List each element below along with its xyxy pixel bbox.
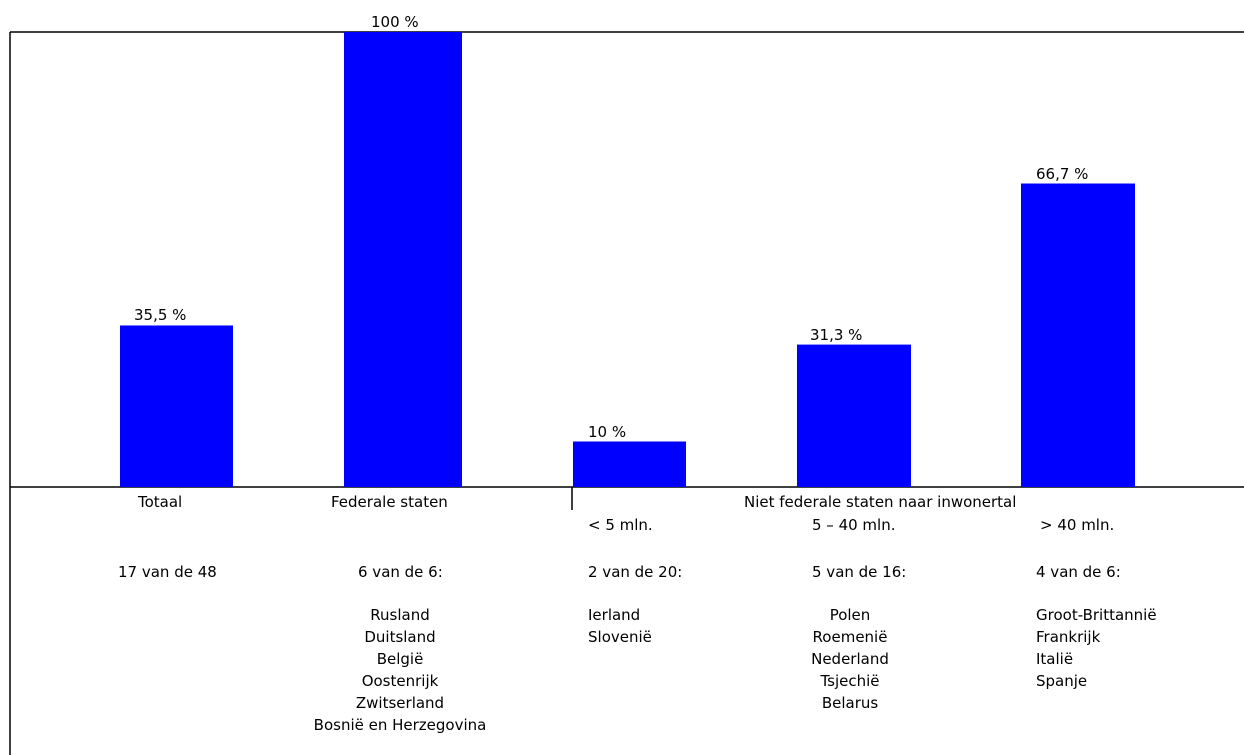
country-list-large: Groot-Brittannië Frankrijk Italië Spanje xyxy=(1036,604,1157,692)
bar-5 xyxy=(1021,183,1135,487)
bar-2 xyxy=(344,32,462,487)
count-totaal: 17 van de 48 xyxy=(118,563,217,581)
bar-1 xyxy=(120,325,233,487)
country-item: Frankrijk xyxy=(1036,628,1101,646)
country-item: Groot-Brittannië xyxy=(1036,606,1157,624)
country-item: Spanje xyxy=(1036,672,1088,690)
bar-3 xyxy=(573,441,686,487)
category-label-small: < 5 mln. xyxy=(588,516,653,534)
bar-value-label: 31,3 % xyxy=(810,325,863,344)
country-list-medium: Polen Roemenië Nederland Tsjechië Belaru… xyxy=(780,604,920,714)
country-item: Nederland xyxy=(811,650,889,668)
count-federale: 6 van de 6: xyxy=(358,563,443,581)
bar-value-label: 10 % xyxy=(588,422,627,441)
category-label-large: > 40 mln. xyxy=(1040,516,1115,534)
country-list-small: Ierland Slovenië xyxy=(588,604,652,648)
count-medium: 5 van de 16: xyxy=(812,563,907,581)
count-small: 2 van de 20: xyxy=(588,563,683,581)
bar-value-label: 100 % xyxy=(371,13,419,31)
country-item: Bosnië en Herzegovina xyxy=(313,716,487,734)
country-item: Roemenië xyxy=(812,628,888,646)
bar-4 xyxy=(797,344,911,487)
count-large: 4 van de 6: xyxy=(1036,563,1121,581)
country-item: Tsjechië xyxy=(820,672,880,690)
country-item: Belarus xyxy=(821,694,879,712)
country-item: Italië xyxy=(1036,650,1074,668)
country-item: Slovenië xyxy=(588,628,652,646)
country-item: België xyxy=(376,650,424,668)
group-label-niet-federale: Niet federale staten naar inwonertal xyxy=(744,493,1017,511)
category-label-federale-staten: Federale staten xyxy=(331,493,448,511)
country-item: Duitsland xyxy=(364,628,436,646)
country-list-federale: Rusland Duitsland België Oostenrijk Zwit… xyxy=(280,604,520,736)
category-label-medium: 5 – 40 mln. xyxy=(812,516,896,534)
country-item: Ierland xyxy=(588,606,641,624)
category-label-totaal: Totaal xyxy=(138,493,183,511)
country-item: Oostenrijk xyxy=(361,672,439,690)
country-item: Rusland xyxy=(370,606,430,624)
bar-value-label: 35,5 % xyxy=(134,306,187,325)
bars-group xyxy=(120,32,1135,487)
bar-value-label: 66,7 % xyxy=(1036,164,1089,183)
country-item: Zwitserland xyxy=(355,694,445,712)
country-item: Polen xyxy=(829,606,871,624)
